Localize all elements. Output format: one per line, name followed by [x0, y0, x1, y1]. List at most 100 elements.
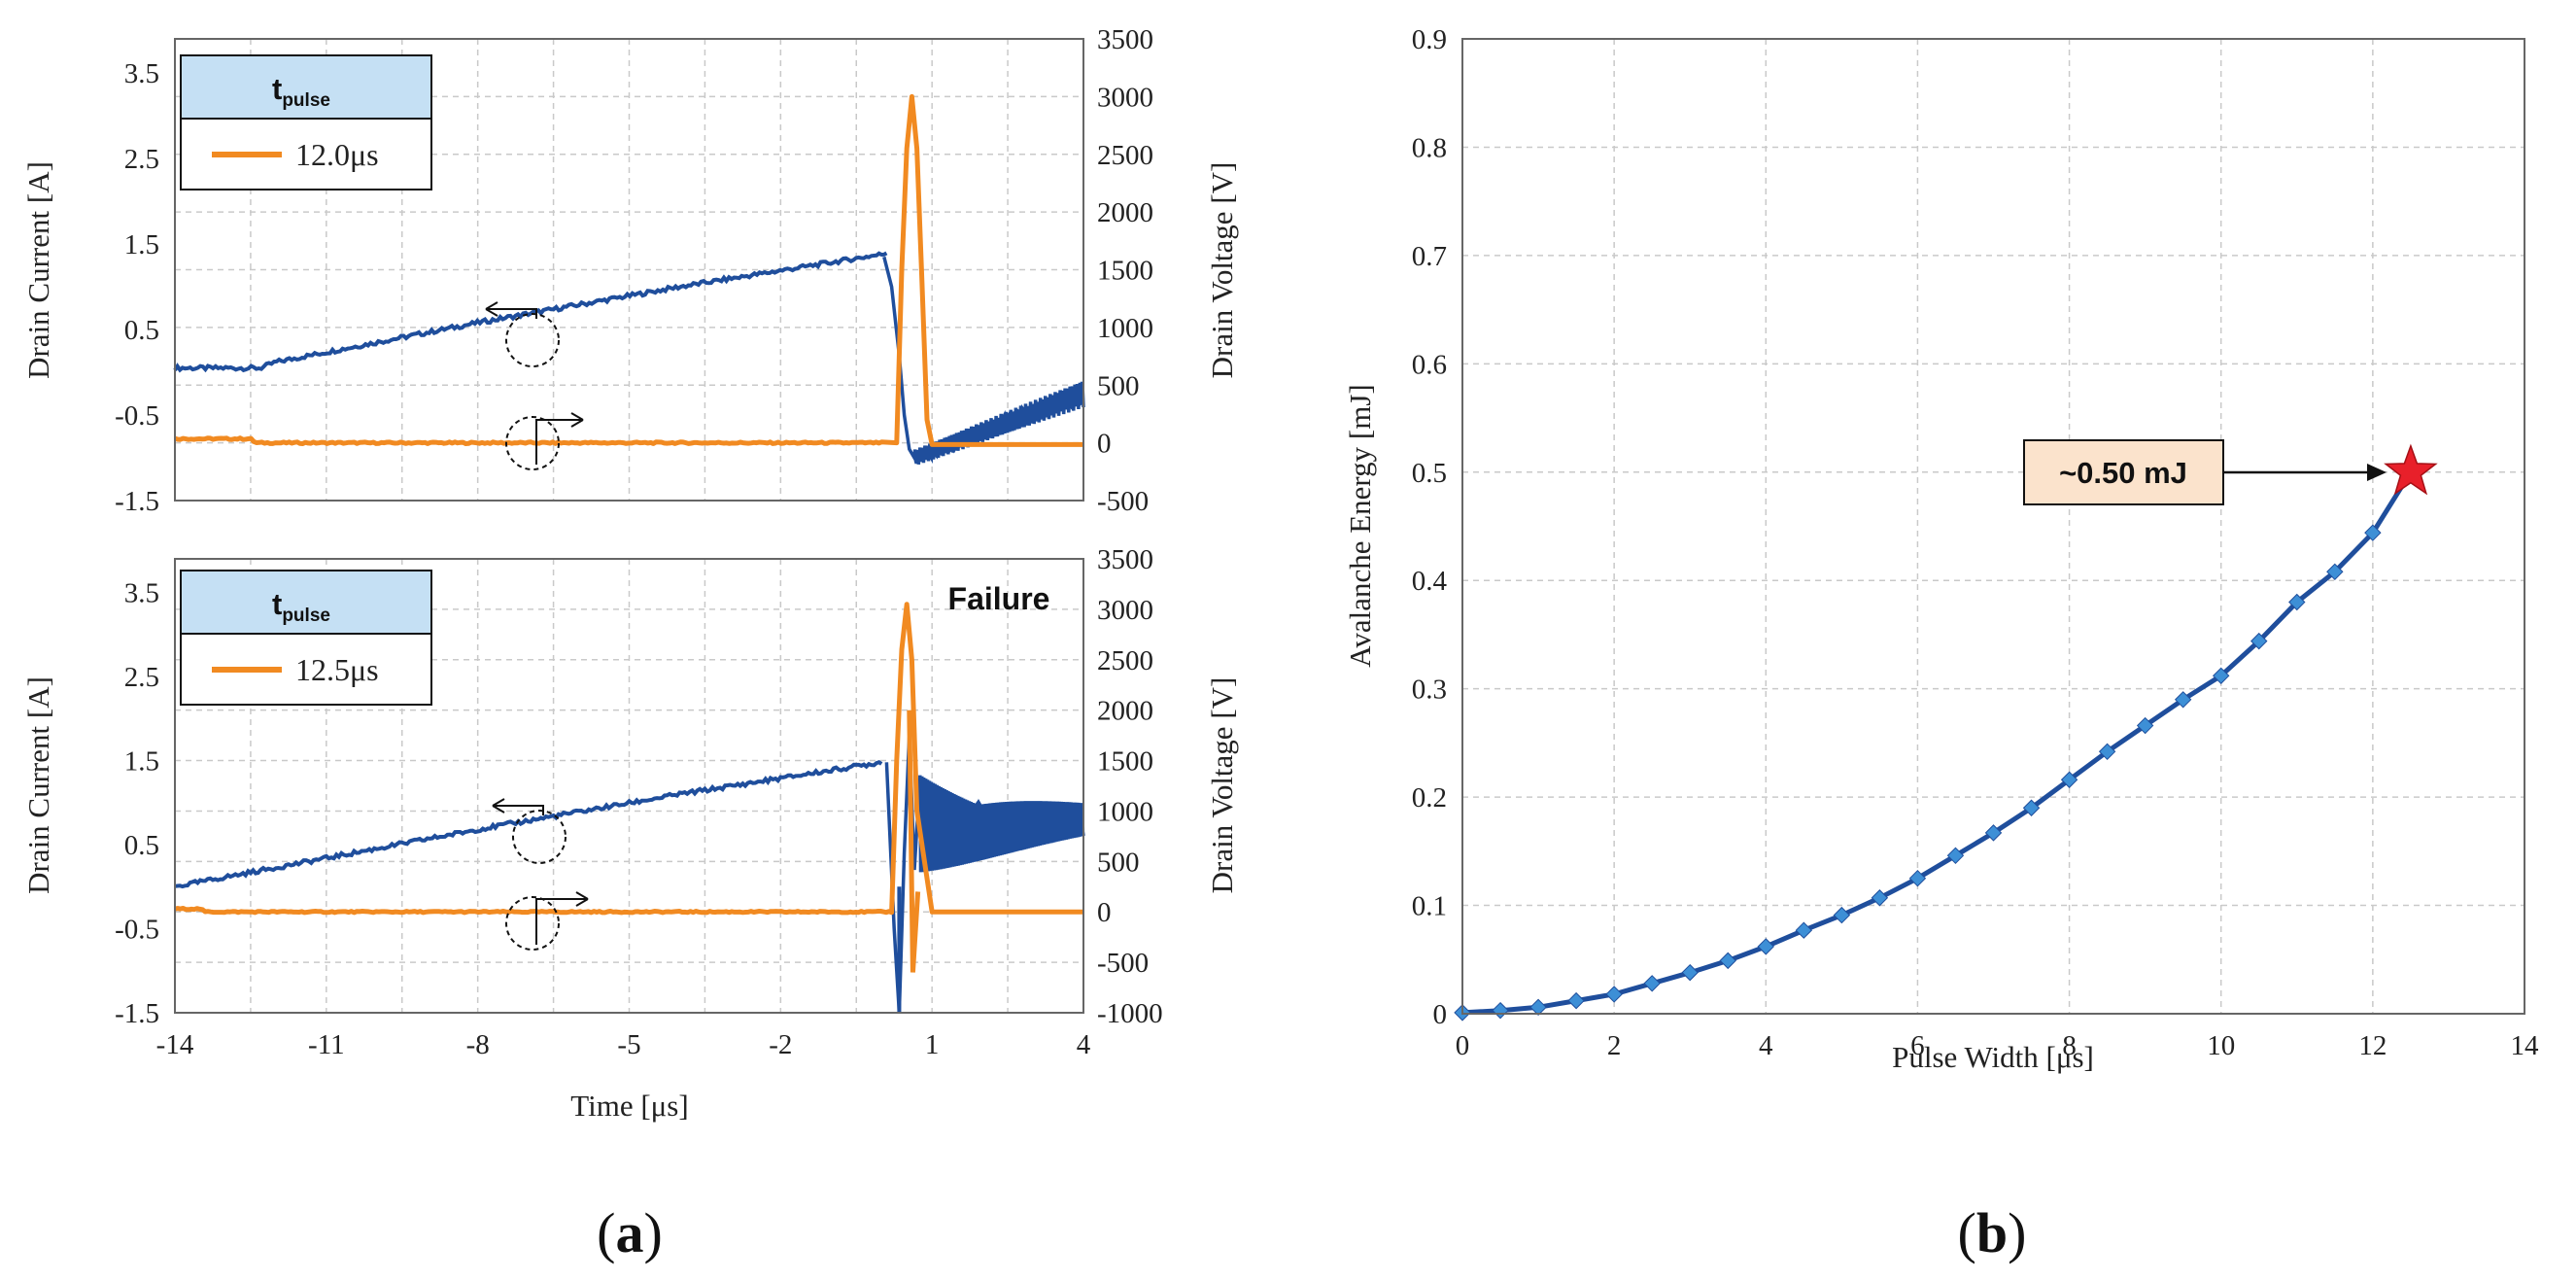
- x-tick-label: 0: [1456, 1030, 1470, 1061]
- legend-title: tpulse: [272, 72, 330, 111]
- left-arrow-line: [486, 308, 537, 319]
- y-left-tick-label: 3.5: [124, 578, 159, 609]
- data-point-marker: [2288, 593, 2306, 611]
- y-left-tick-label: -1.5: [115, 998, 159, 1029]
- panel-a-top-ylabel-left: Drain Current [A]: [21, 161, 55, 379]
- panel-b-y-ticks: 0 0.1 0.2 0.3 0.4 0.5 0.6 0.7 0.8 0.9: [1412, 24, 1448, 1030]
- y-tick-label: 0.7: [1412, 241, 1447, 272]
- current-axis-marker: [492, 798, 567, 864]
- y-right-tick-label: 2000: [1097, 197, 1153, 228]
- panel-a-bottom-ylabel-right: Drain Voltage [V]: [1205, 677, 1239, 894]
- left-arrow-line: [493, 805, 544, 815]
- y-right-tick-label: 2500: [1097, 645, 1153, 676]
- panel-a-bottom-chart: -1.5 -0.5 0.5 1.5 2.5 3.5 -1000 -500 0 500 1000 15…: [21, 544, 1239, 1123]
- current-axis-circle: [512, 810, 567, 864]
- data-point-marker: [1681, 963, 1699, 982]
- legend-header: [180, 570, 432, 635]
- y-tick-label: 0: [1433, 999, 1448, 1030]
- data-point-marker: [1833, 906, 1851, 924]
- panel-a-bottom-ylabel-left: Drain Current [A]: [21, 676, 55, 894]
- x-tick-label: 4: [1759, 1030, 1773, 1061]
- annotation-arrow-icon: [2367, 464, 2387, 481]
- x-tick-label: 4: [1077, 1029, 1091, 1060]
- right-arrow-icon: [575, 891, 589, 907]
- x-tick-label: 2: [1607, 1030, 1622, 1061]
- right-arrow-line: [535, 898, 588, 945]
- y-right-tick-label: 0: [1097, 429, 1112, 460]
- x-tick-label: -14: [156, 1029, 194, 1060]
- y-right-tick-label: 3000: [1097, 595, 1153, 626]
- y-left-tick-label: 3.5: [124, 58, 159, 89]
- panel-a-top-frame: [174, 38, 1084, 502]
- y-tick-label: 0.5: [1412, 458, 1447, 489]
- y-right-tick-label: 2500: [1097, 140, 1153, 171]
- x-tick-label: 14: [2511, 1030, 2540, 1061]
- x-tick-label: -11: [308, 1029, 345, 1060]
- legend-header: [180, 54, 432, 120]
- panel-a-top-y-right-ticks: -500 0 500 1000 1500 2000 2500 3000 3500: [1097, 24, 1153, 517]
- data-point-marker: [1719, 952, 1736, 970]
- y-tick-label: 0.4: [1412, 566, 1448, 597]
- data-point-marker: [2364, 524, 2382, 541]
- panel-a-top-y-left-ticks: -1.5 -0.5 0.5 1.5 2.5 3.5: [115, 58, 159, 517]
- drain-current-ringing: [882, 256, 1085, 465]
- y-right-tick-label: 3500: [1097, 24, 1153, 55]
- panel-b-plot-area: [1462, 39, 2524, 1014]
- panel-a-top-ylabel-right: Drain Voltage [V]: [1205, 162, 1239, 379]
- voltage-axis-circle: [505, 896, 560, 951]
- current-axis-circle: [505, 313, 560, 367]
- x-tick-label: 6: [1910, 1030, 1925, 1061]
- y-tick-label: 0.8: [1412, 132, 1447, 163]
- panel-b-grid: [1462, 39, 2524, 1014]
- voltage-axis-marker: [505, 412, 584, 470]
- panel-a-bottom-legend: tpulse 12.5μs: [180, 570, 432, 706]
- y-tick-label: 0.9: [1412, 24, 1447, 55]
- data-point-marker: [2174, 691, 2192, 709]
- panel-b-frame: [1461, 38, 2525, 1015]
- y-left-tick-label: 2.5: [124, 144, 159, 175]
- y-tick-label: 0.1: [1412, 891, 1447, 922]
- failure-annotation: Failure: [948, 581, 1050, 616]
- voltage-axis-circle: [505, 416, 560, 470]
- y-tick-label: 0.2: [1412, 782, 1447, 814]
- panel-a-top-chart: -1.5 -0.5 0.5 1.5 2.5 3.5 -500 0 500 1000 1500 200…: [21, 24, 1239, 517]
- panel-b-chart: 0 0.1 0.2 0.3 0.4 0.5 0.6 0.7 0.8 0.9 0 2 4 6 8 10 12 14…: [1343, 24, 2539, 1074]
- panel-b-x-ticks: 0 2 4 6 8 10 12 14: [1456, 1030, 2539, 1061]
- drain-current-line: [174, 759, 883, 889]
- y-left-tick-label: 0.5: [124, 830, 159, 861]
- panel-b-ylabel: Avalanche Energy [mJ]: [1343, 384, 1377, 668]
- panel-a-xlabel: Time [μs]: [570, 1089, 688, 1123]
- panel-a-top-legend: tpulse 12.0μs: [180, 54, 432, 190]
- panel-a-x-ticks: -14 -11 -8 -5 -2 1 4: [156, 1029, 1091, 1060]
- panel-a-bottom-y-right-ticks: -1000 -500 0 500 1000 1500 2000 2500 3000 3500: [1097, 544, 1163, 1029]
- voltage-axis-marker: [505, 891, 589, 951]
- y-left-tick-label: -1.5: [115, 486, 159, 517]
- data-point-marker: [1643, 975, 1661, 992]
- energy-annotation: ~0.50 mJ: [2023, 439, 2387, 505]
- y-right-tick-label: 1000: [1097, 796, 1153, 827]
- panel-b-xlabel: Pulse Width [μs]: [1892, 1040, 2094, 1074]
- drain-voltage-line: [174, 602, 1083, 916]
- x-tick-label: 1: [925, 1029, 940, 1060]
- y-right-tick-label: 1000: [1097, 313, 1153, 344]
- x-tick-label: -5: [617, 1029, 640, 1060]
- panel-a-bottom-series: [174, 602, 1085, 1014]
- legend-entry-label: 12.5μs: [295, 652, 379, 687]
- left-arrow-icon: [492, 798, 505, 814]
- y-right-tick-label: -500: [1097, 486, 1149, 517]
- y-right-tick-label: 3500: [1097, 544, 1153, 575]
- y-right-tick-label: 2000: [1097, 696, 1153, 727]
- y-left-tick-label: -0.5: [115, 400, 159, 432]
- y-right-tick-label: 500: [1097, 370, 1140, 401]
- x-tick-label: -8: [466, 1029, 490, 1060]
- y-right-tick-label: -500: [1097, 948, 1149, 979]
- data-point-marker: [2326, 563, 2344, 581]
- y-left-tick-label: 1.5: [124, 746, 159, 778]
- left-arrow-icon: [485, 301, 498, 317]
- data-point-marker: [1567, 991, 1585, 1010]
- energy-annotation-label: ~0.50 mJ: [2059, 456, 2187, 490]
- energy-annotation-box: [2023, 439, 2224, 505]
- data-point-marker: [1605, 986, 1623, 1003]
- right-arrow-line: [535, 419, 583, 465]
